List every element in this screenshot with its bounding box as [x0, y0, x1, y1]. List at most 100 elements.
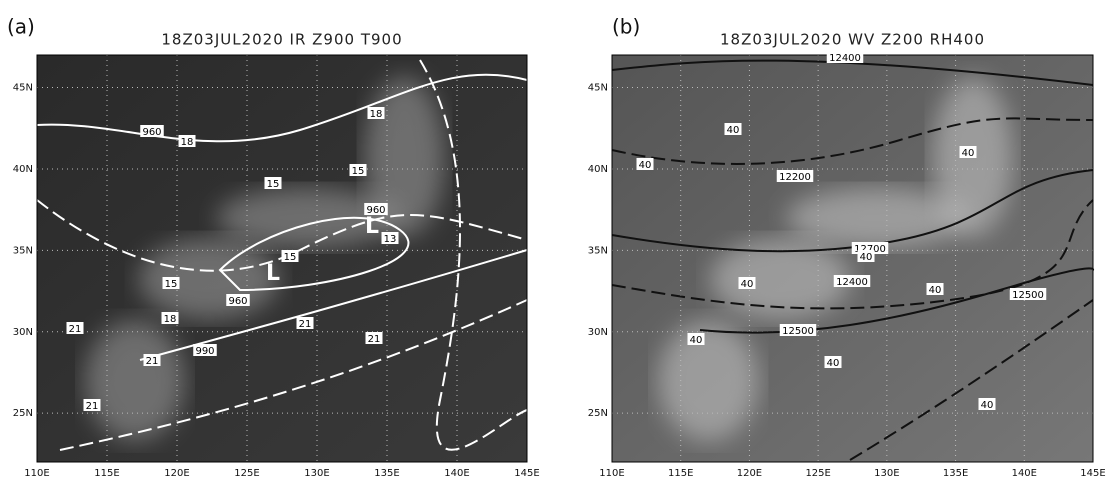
- y-tick-label: 40N: [13, 164, 33, 175]
- cloud: [658, 320, 759, 441]
- x-tick-label: 120E: [164, 468, 189, 479]
- panel-label: (a): [7, 15, 35, 39]
- panel-label: (b): [612, 15, 640, 39]
- contour: [139, 249, 528, 361]
- contour-label: 12400: [836, 277, 868, 288]
- contour: [611, 199, 1094, 310]
- contour-label: 960: [228, 296, 247, 307]
- x-tick-label: 125E: [234, 468, 259, 479]
- contour-label: 21: [146, 356, 159, 367]
- contour-label-box: [66, 322, 84, 334]
- contour-label-box: [364, 203, 388, 215]
- x-tick-label: 135E: [374, 468, 399, 479]
- contour: [59, 299, 528, 451]
- contour-label-box: [226, 294, 250, 306]
- y-tick-label: 30N: [13, 327, 33, 338]
- cloud: [786, 187, 967, 248]
- contour-label-box: [381, 232, 399, 244]
- contour-label: 40: [639, 160, 652, 171]
- contour-label-box: [281, 250, 299, 262]
- contour-label-box: [296, 317, 314, 329]
- contour-label: 40: [727, 125, 740, 136]
- contour-label: 960: [366, 205, 385, 216]
- contour: [611, 59, 1094, 86]
- contour-label-box: [833, 275, 871, 287]
- y-tick-label: 25N: [588, 408, 608, 419]
- contour-label: 12500: [1012, 290, 1044, 301]
- x-tick-label: 145E: [514, 468, 539, 479]
- contour-label: 40: [741, 279, 754, 290]
- contour-label-box: [83, 399, 101, 411]
- x-tick-label: 130E: [874, 468, 899, 479]
- contour-label-box: [857, 250, 875, 262]
- contour-label-box: [365, 332, 383, 344]
- contour: [36, 73, 528, 143]
- contour-label-box: [978, 398, 996, 410]
- contour-label: 21: [69, 324, 82, 335]
- contour-label-box: [959, 146, 977, 158]
- contour-label: 21: [299, 319, 312, 330]
- contour: [36, 199, 528, 272]
- contour-label: 40: [827, 358, 840, 369]
- contour-label-box: [1009, 288, 1047, 300]
- cloud: [216, 187, 397, 248]
- cloud: [85, 320, 185, 441]
- contour-label-box: [161, 312, 179, 324]
- y-tick-label: 35N: [588, 245, 608, 256]
- contour-label-box: [349, 164, 367, 176]
- panel-title: 18Z03JUL2020 WV Z200 RH400: [720, 31, 985, 49]
- contour-label: 40: [929, 285, 942, 296]
- map-frame: [36, 54, 528, 463]
- y-tick-label: 45N: [588, 83, 608, 94]
- contour-label: 15: [165, 279, 178, 290]
- contour-label: 21: [368, 334, 381, 345]
- contour-label: 40: [962, 148, 975, 159]
- contour-label: 21: [86, 401, 99, 412]
- y-tick-label: 35N: [13, 245, 33, 256]
- contour: [419, 59, 528, 451]
- contour-label: 18: [164, 314, 177, 325]
- x-tick-label: 130E: [304, 468, 329, 479]
- y-tick-label: 25N: [13, 408, 33, 419]
- contour-label-box: [162, 277, 180, 289]
- contour-label-box: [926, 283, 944, 295]
- contour-label-box: [724, 123, 742, 135]
- x-tick-label: 135E: [943, 468, 968, 479]
- contour: [218, 216, 410, 292]
- y-tick-label: 30N: [588, 327, 608, 338]
- contour-label-box: [143, 354, 161, 366]
- contour-label: 12200: [779, 172, 811, 183]
- x-tick-label: 140E: [444, 468, 469, 479]
- contour-label: 13: [384, 234, 397, 245]
- x-tick-label: 140E: [1012, 468, 1037, 479]
- contour-label-box: [264, 177, 282, 189]
- contour-label-box: [779, 324, 817, 336]
- contour-label: 18: [370, 109, 383, 120]
- contour-label-box: [193, 344, 217, 356]
- contour-label-box: [824, 356, 842, 368]
- y-tick-label: 45N: [13, 83, 33, 94]
- x-tick-label: 145E: [1080, 468, 1105, 479]
- contour-label: 18: [181, 137, 194, 148]
- contour-label: 15: [352, 166, 365, 177]
- contour: [611, 169, 1094, 253]
- contour-label: 12700: [854, 244, 886, 255]
- y-tick-label: 40N: [588, 164, 608, 175]
- contour-label: 40: [981, 400, 994, 411]
- contour-label-box: [776, 170, 814, 182]
- contour-label: 990: [195, 346, 214, 357]
- x-tick-label: 120E: [737, 468, 762, 479]
- contour-label-box: [178, 135, 196, 147]
- contour: [611, 117, 1094, 165]
- contour-label-box: [367, 107, 385, 119]
- x-tick-label: 115E: [668, 468, 693, 479]
- contour-label: 15: [284, 252, 297, 263]
- contour-label-box: [738, 277, 756, 289]
- x-tick-label: 115E: [94, 468, 119, 479]
- contour-label-box: [636, 158, 654, 170]
- contour-label: 15: [267, 179, 280, 190]
- cloud: [710, 238, 851, 319]
- low-marker: L: [266, 261, 280, 286]
